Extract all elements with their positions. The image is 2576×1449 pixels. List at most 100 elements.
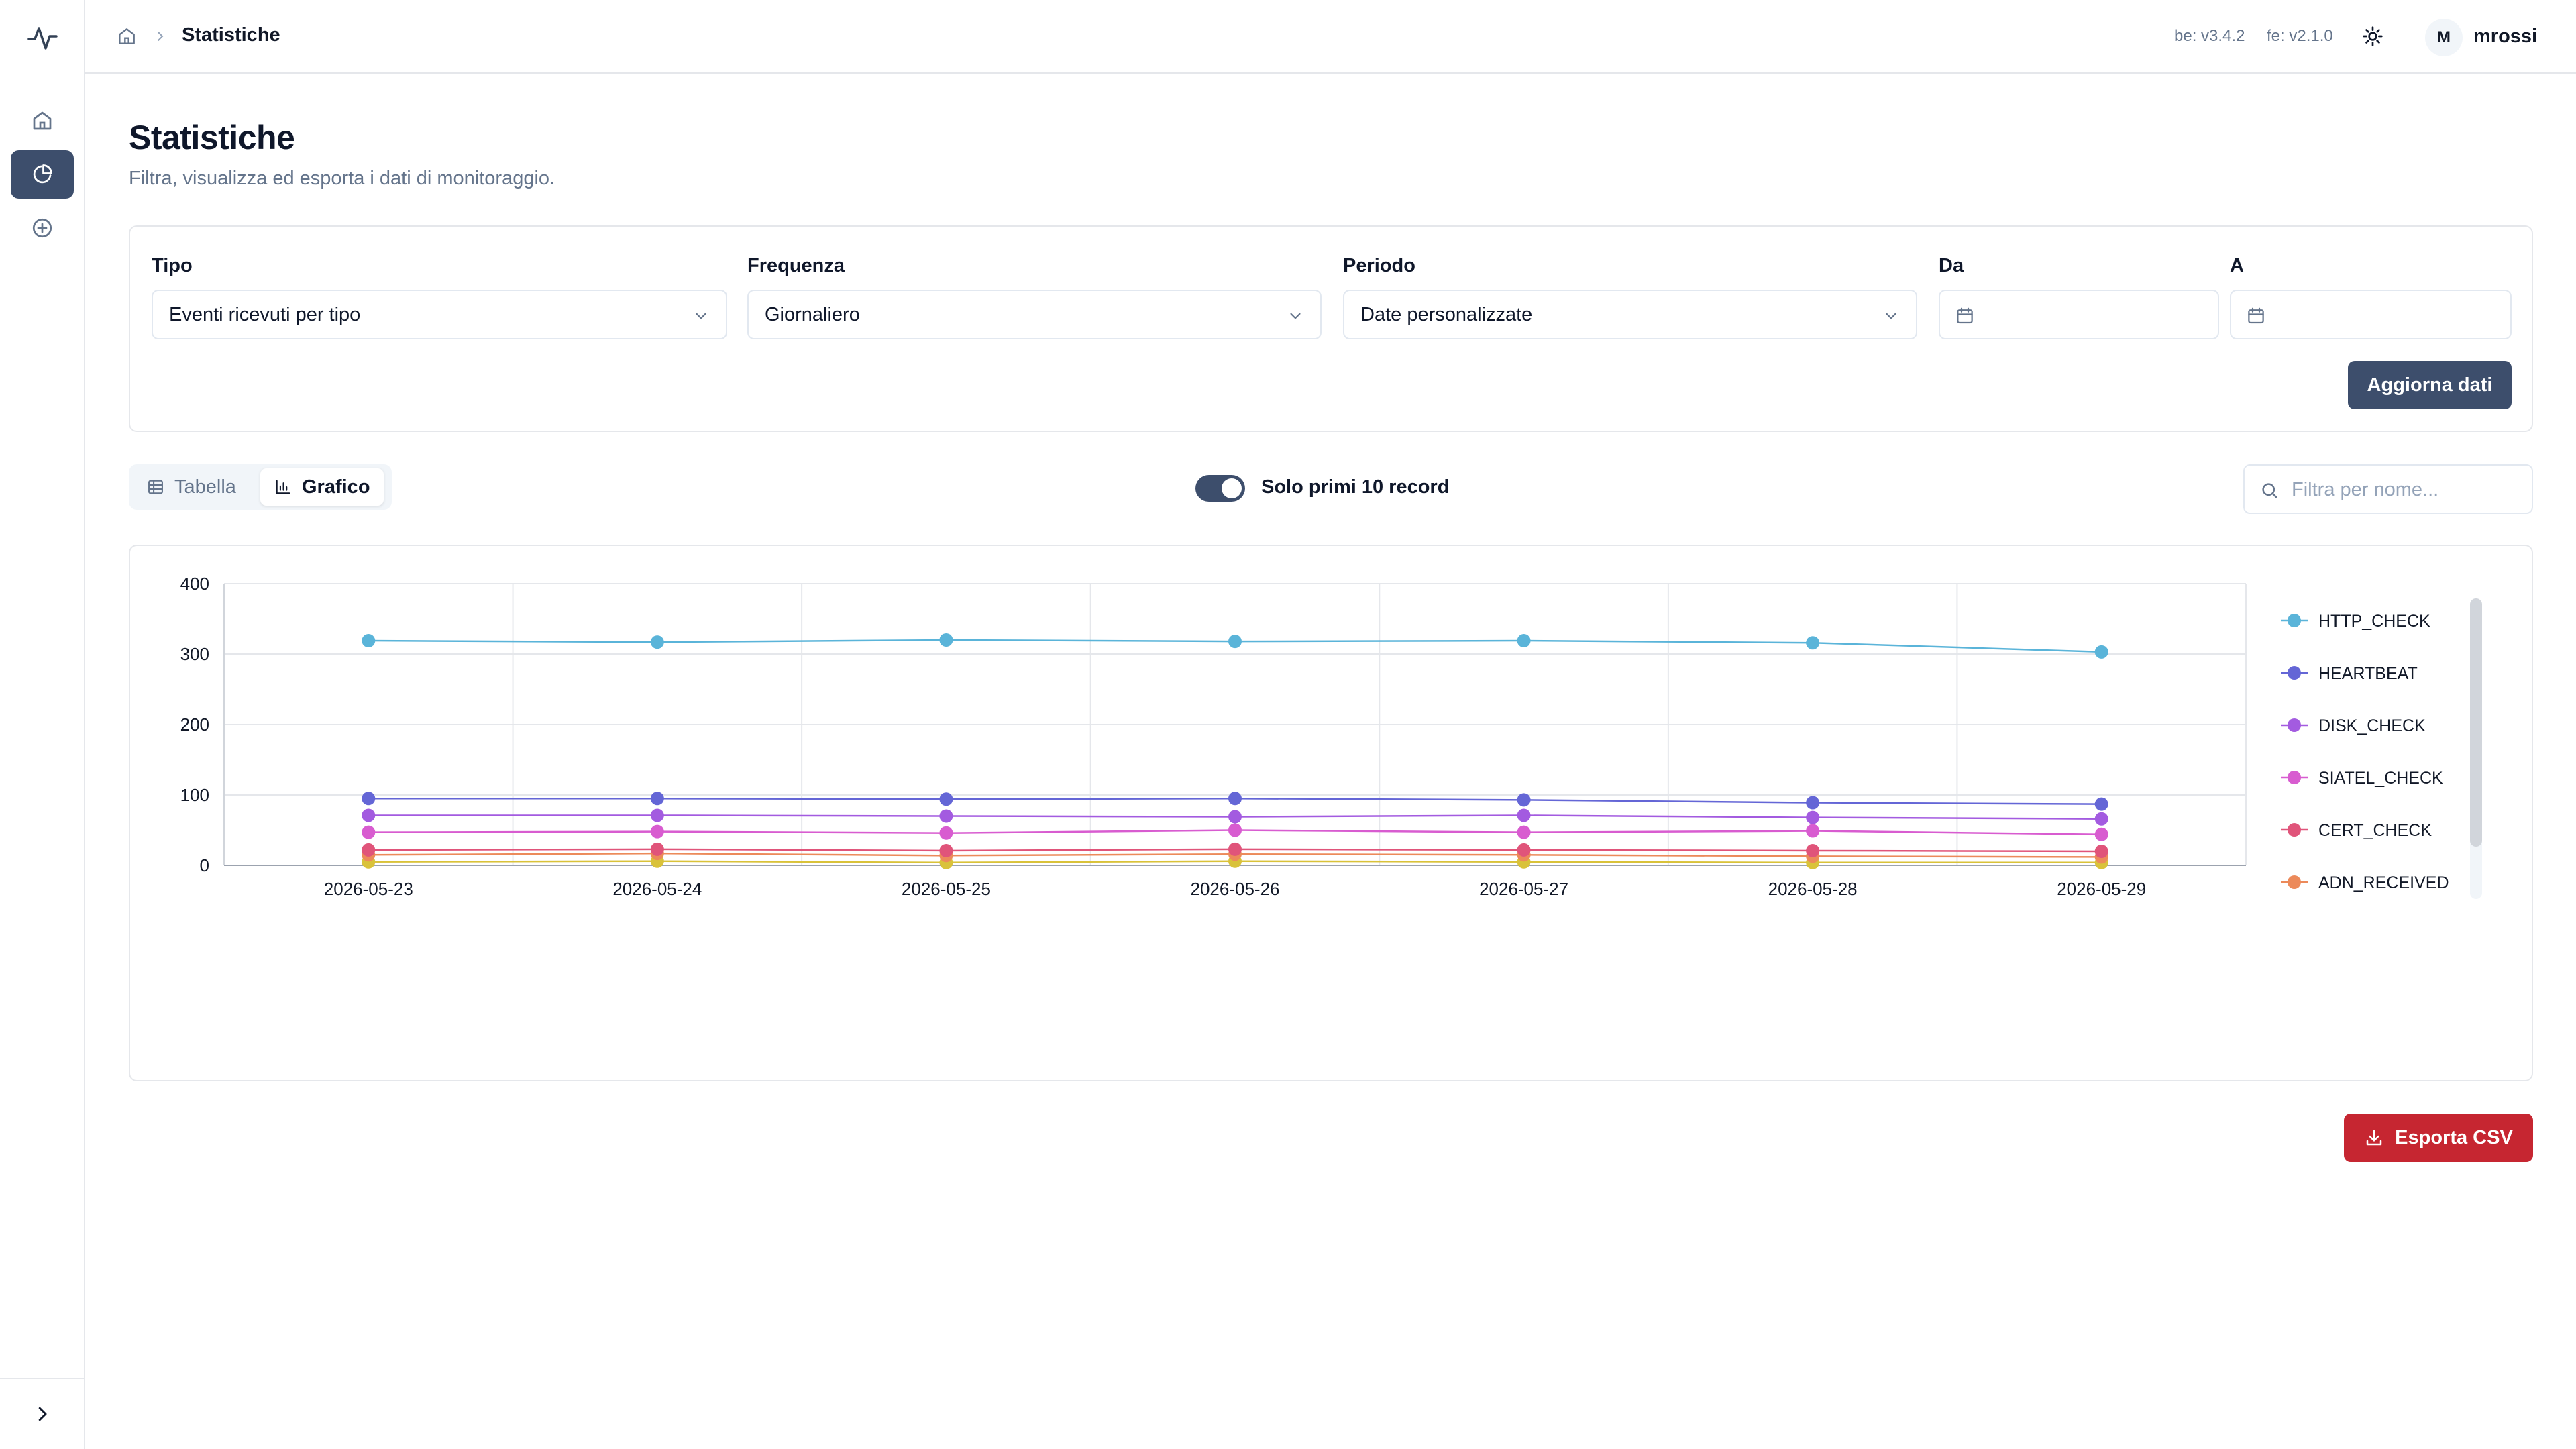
sidebar-item-add[interactable] (11, 204, 74, 252)
sidebar-expand-button[interactable] (31, 1401, 54, 1428)
x-tick-label: 2026-05-28 (1768, 879, 1858, 899)
avatar[interactable]: M (2425, 19, 2463, 56)
backend-version: be: v3.4.2 (2174, 27, 2245, 45)
y-tick-label: 400 (180, 574, 209, 594)
data-point (1806, 824, 1820, 838)
data-point (2094, 797, 2108, 811)
calendar-icon (1957, 307, 1973, 324)
data-point (2094, 645, 2108, 659)
data-point (1517, 634, 1531, 648)
da-date-input[interactable] (1939, 290, 2219, 339)
legend-label: ADN_RECEIVED (2318, 873, 2449, 892)
periodo-value: Date personalizzate (1360, 303, 1533, 325)
data-point (2094, 812, 2108, 826)
name-filter-search[interactable] (2243, 464, 2533, 514)
data-point (1228, 635, 1242, 649)
data-point (362, 843, 376, 857)
data-point (650, 808, 664, 822)
data-point (650, 824, 664, 839)
line-chart: 0 100 200 300 400 2026-05-23 2026-05-24 2026-05… (180, 574, 2482, 899)
data-point (650, 635, 664, 649)
periodo-label: Periodo (1343, 255, 1415, 276)
tab-grafico[interactable]: Grafico (260, 468, 384, 506)
sidebar (0, 0, 85, 1449)
data-point (1806, 843, 1820, 857)
breadcrumb-home-icon[interactable] (116, 25, 138, 47)
data-point (1228, 810, 1242, 824)
legend-label: HTTP_CHECK (2318, 612, 2430, 631)
periodo-select[interactable]: Date personalizzate (1343, 290, 1917, 339)
tab-grafico-label: Grafico (302, 476, 370, 498)
home-icon (33, 111, 52, 130)
breadcrumb-current: Statistiche (182, 24, 280, 46)
data-point (1517, 793, 1531, 807)
legend-marker (2288, 771, 2301, 784)
top-bar: Statistiche be: v3.4.2 fe: v2.1.0 M mros… (85, 0, 2576, 74)
frequenza-value: Giornaliero (765, 303, 860, 325)
data-point (650, 842, 664, 856)
data-point (1228, 792, 1242, 806)
data-point (2094, 845, 2108, 858)
legend-marker (2288, 718, 2301, 732)
data-point (2094, 827, 2108, 841)
chevron-down-icon (1290, 313, 1301, 319)
bar-chart-icon (276, 480, 290, 494)
tab-tabella[interactable]: Tabella (133, 468, 250, 506)
export-csv-button[interactable]: Esporta CSV (2344, 1114, 2533, 1162)
tipo-label: Tipo (152, 255, 193, 276)
sidebar-item-statistiche[interactable] (11, 150, 74, 199)
refresh-data-button[interactable]: Aggiorna dati (2348, 361, 2512, 409)
legend-label: DISK_CHECK (2318, 716, 2426, 735)
tipo-select[interactable]: Eventi ricevuti per tipo (152, 290, 727, 339)
sun-icon (2363, 26, 2383, 46)
y-tick-label: 100 (180, 785, 209, 805)
toggle-knob (1222, 478, 1242, 498)
filter-card: Tipo Eventi ricevuti per tipo Frequenza … (129, 225, 2533, 432)
data-point (939, 633, 953, 647)
chevron-down-icon (696, 313, 706, 319)
top10-toggle-label: Solo primi 10 record (1261, 476, 1450, 498)
sidebar-item-home[interactable] (11, 97, 74, 145)
x-tick-label: 2026-05-23 (324, 879, 413, 899)
pie-chart-icon (33, 164, 52, 184)
da-label: Da (1939, 255, 1964, 276)
data-point (939, 826, 953, 840)
page-title: Statistiche (129, 119, 295, 156)
download-icon (2366, 1130, 2382, 1146)
data-point (1228, 842, 1242, 856)
data-point (939, 792, 953, 806)
y-tick-label: 0 (200, 855, 209, 875)
x-tick-label: 2026-05-24 (612, 879, 702, 899)
data-point (1806, 636, 1820, 650)
data-point (939, 809, 953, 823)
data-point (1806, 796, 1820, 810)
legend-label: CERT_CHECK (2318, 821, 2432, 840)
legend-marker (2288, 614, 2301, 627)
data-point (939, 843, 953, 857)
table-icon (148, 480, 163, 494)
data-point (362, 634, 376, 648)
data-point (362, 792, 376, 806)
sidebar-divider (0, 1378, 85, 1379)
a-label: A (2230, 255, 2244, 276)
search-icon (2262, 483, 2277, 498)
legend-scrollbar-thumb[interactable] (2470, 598, 2482, 847)
x-tick-label: 2026-05-27 (1479, 879, 1568, 899)
frequenza-select[interactable]: Giornaliero (747, 290, 1322, 339)
legend-marker (2288, 823, 2301, 837)
top10-toggle-switch[interactable] (1195, 475, 1245, 502)
export-csv-label: Esporta CSV (2395, 1126, 2513, 1148)
breadcrumb-chevron-icon (158, 32, 164, 41)
legend-label: SIATEL_CHECK (2318, 769, 2443, 788)
theme-toggle-button[interactable] (2359, 23, 2386, 50)
legend-marker (2288, 666, 2301, 680)
x-tick-label: 2026-05-26 (1191, 879, 1280, 899)
y-tick-label: 200 (180, 714, 209, 735)
a-date-input[interactable] (2230, 290, 2512, 339)
frontend-version: fe: v2.1.0 (2267, 27, 2333, 45)
search-input[interactable] (2292, 475, 2520, 504)
plus-circle-icon (32, 218, 52, 238)
username[interactable]: mrossi (2473, 25, 2538, 47)
data-point (650, 792, 664, 806)
data-point (1517, 843, 1531, 857)
